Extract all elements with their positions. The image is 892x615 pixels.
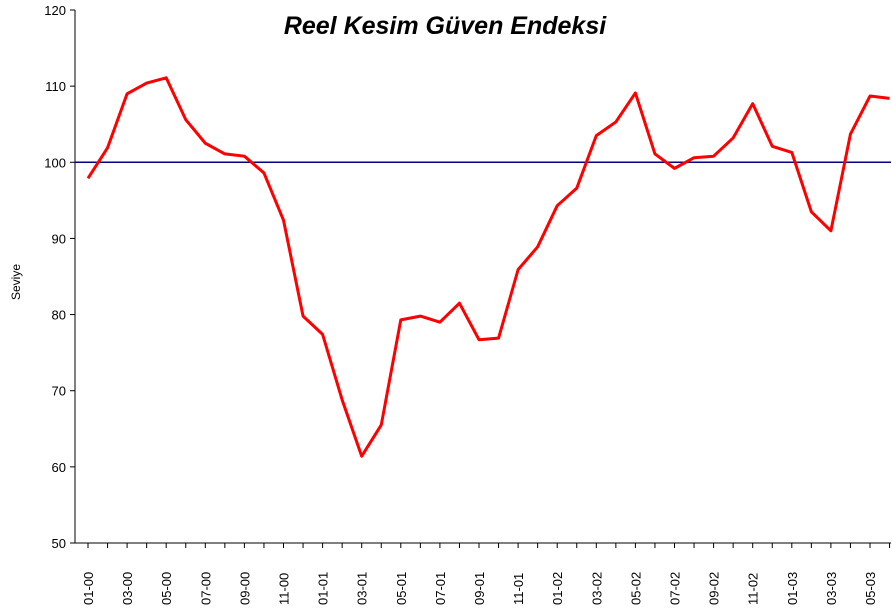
x-tick-label: 03-01 [355,572,370,605]
x-tick-label: 01-01 [316,572,331,605]
x-tick-label: 07-00 [198,572,213,605]
y-tick-label: 120 [44,3,66,18]
x-tick-label: 09-02 [707,572,722,605]
x-tick-label: 07-01 [433,572,448,605]
y-tick-label: 110 [45,79,66,94]
x-tick-label: 01-00 [81,572,96,605]
x-tick-label: 03-03 [824,572,839,605]
y-tick-label: 100 [44,155,66,170]
x-tick-label: 11-02 [746,573,761,605]
x-tick-label: 11-01 [511,573,526,605]
line [86,76,890,458]
x-tick-label: 01-03 [785,572,800,605]
x-tick-label: 03-02 [589,572,604,605]
x-tick-label: 09-01 [472,572,487,605]
x-tick-label: 05-00 [159,572,174,605]
x-tick-label: 07-02 [668,572,683,605]
x-tick-label: 03-00 [120,572,135,605]
y-tick-label: 70 [52,384,66,399]
y-axis-label: Seviye [9,264,23,300]
x-tick-label: 11-00 [277,573,292,605]
x-tick-label: 09-00 [237,572,252,605]
y-tick-label: 80 [52,308,66,323]
y-tick-label: 60 [52,460,66,475]
y-tick-label: 50 [52,536,66,551]
y-tick-label: 90 [52,231,66,246]
x-tick-label: 05-02 [628,572,643,605]
x-tick-label: 01-02 [550,572,565,605]
chart-title: Reel Kesim Güven Endeksi [284,12,607,40]
x-tick-label: 05-01 [394,572,409,605]
x-tick-label: 05-03 [863,572,878,605]
